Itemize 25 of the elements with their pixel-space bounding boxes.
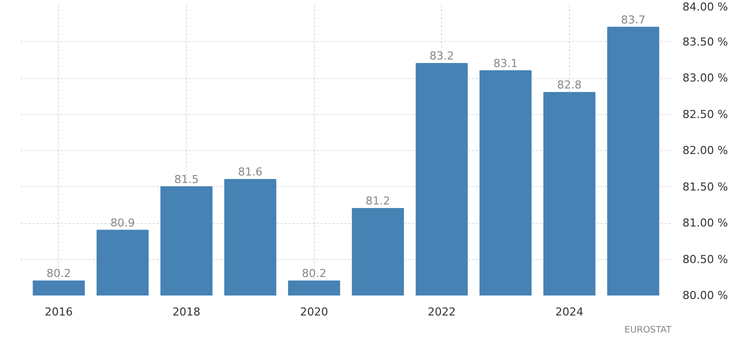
x-tick-label: 2024 bbox=[555, 306, 584, 318]
y-tick-label: 80.00 % bbox=[682, 289, 728, 302]
y-tick-label: 84.00 % bbox=[682, 0, 728, 14]
x-tick-label: 2016 bbox=[44, 306, 73, 318]
y-tick-label: 80.50 % bbox=[682, 252, 728, 266]
data-label: 81.6 bbox=[238, 166, 263, 178]
y-tick-label: 82.50 % bbox=[682, 108, 728, 121]
y-tick-label: 81.00 % bbox=[682, 216, 728, 230]
data-label: 83.2 bbox=[429, 50, 454, 62]
data-label: 82.8 bbox=[557, 78, 582, 92]
y-tick-label: 81.50 % bbox=[682, 180, 728, 194]
y-tick-label: 83.50 % bbox=[682, 35, 728, 48]
text: EUROSTAT bbox=[624, 326, 672, 336]
data-label: 80.2 bbox=[46, 267, 72, 280]
x-tick-label: 2018 bbox=[172, 306, 200, 318]
x-tick-label: 2022 bbox=[428, 306, 456, 318]
x-tick-label: 2020 bbox=[300, 306, 328, 318]
data-label: 83.1 bbox=[493, 56, 518, 70]
data-label: 81.2 bbox=[366, 194, 390, 208]
data-label: 83.7 bbox=[620, 13, 646, 26]
y-tick-label: 83.00 % bbox=[682, 72, 728, 84]
data-label: 80.2 bbox=[302, 267, 326, 280]
data-label: 81.5 bbox=[174, 172, 199, 186]
y-tick-label: 82.00 % bbox=[682, 144, 728, 157]
data-label: 80.9 bbox=[110, 216, 135, 230]
